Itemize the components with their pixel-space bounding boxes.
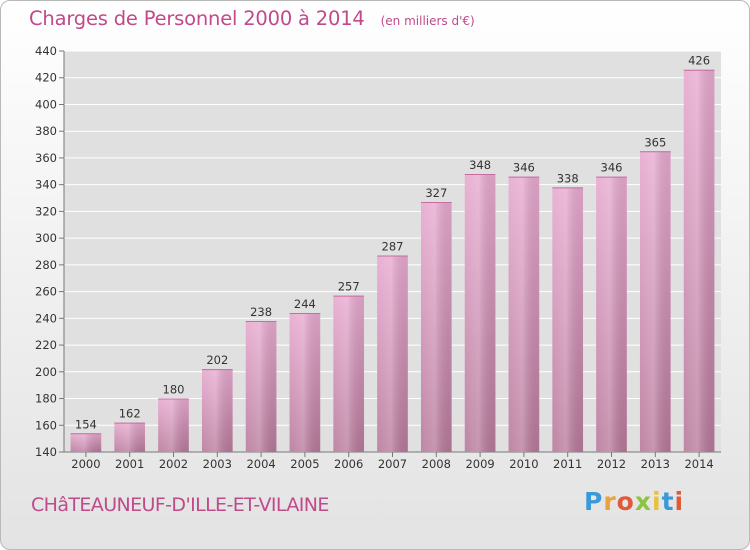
- bar-highlight: [508, 176, 540, 452]
- y-tick-label: 300: [35, 231, 57, 245]
- brand-letter: x: [634, 487, 652, 516]
- bar-highlight: [596, 176, 627, 452]
- data-label: 202: [206, 353, 228, 367]
- data-label: 346: [601, 161, 623, 175]
- y-tick-label: 240: [35, 311, 57, 325]
- bar-highlight: [289, 312, 321, 452]
- data-label: 244: [294, 297, 316, 311]
- y-tick-label: 380: [35, 124, 57, 138]
- y-tick-label: 160: [35, 418, 57, 432]
- data-label: 348: [469, 158, 491, 172]
- bar-highlight: [245, 321, 277, 452]
- brand-letter: o: [616, 487, 635, 516]
- x-tick-label: 2006: [334, 457, 363, 471]
- data-label: 238: [250, 305, 272, 319]
- x-tick-label: 2008: [422, 457, 451, 471]
- bar-highlight: [333, 295, 365, 452]
- data-label: 338: [557, 171, 579, 185]
- bar-highlight: [114, 422, 146, 452]
- brand-letter: i: [674, 487, 685, 516]
- data-label: 365: [644, 135, 666, 149]
- data-label: 162: [119, 407, 141, 421]
- data-label: 327: [425, 186, 447, 200]
- data-label: 287: [382, 240, 404, 254]
- brand-letter: i: [652, 487, 662, 516]
- y-tick-label: 260: [35, 285, 57, 299]
- x-tick-label: 2013: [641, 457, 670, 471]
- y-tick-label: 440: [35, 44, 57, 58]
- bar-highlight: [70, 433, 102, 452]
- chart-subtitle: (en milliers d'€): [380, 14, 475, 28]
- x-tick-label: 2004: [246, 457, 275, 471]
- bar-highlight: [377, 255, 408, 452]
- chart-title: Charges de Personnel 2000 à 2014: [29, 7, 365, 30]
- data-label: 154: [75, 417, 97, 431]
- chart-header: Charges de Personnel 2000 à 2014 (en mill…: [29, 7, 475, 30]
- bar-highlight: [420, 202, 452, 452]
- bar-highlight: [552, 187, 584, 452]
- y-tick-label: 420: [35, 71, 57, 85]
- location-name: CHâTEAUNEUF-D'ILLE-ET-VILAINE: [31, 494, 329, 516]
- x-tick-label: 2002: [159, 457, 188, 471]
- brand-letter: r: [603, 487, 617, 516]
- bar-highlight: [201, 369, 233, 452]
- data-label: 346: [513, 161, 535, 175]
- x-tick-label: 2005: [290, 457, 319, 471]
- y-tick-label: 200: [35, 365, 57, 379]
- data-label: 426: [688, 54, 710, 68]
- bar-highlight: [158, 398, 189, 452]
- y-tick-label: 220: [35, 338, 57, 352]
- bar-highlight: [464, 173, 496, 452]
- y-tick-label: 400: [35, 97, 57, 111]
- x-tick-label: 2014: [684, 457, 713, 471]
- y-tick-label: 340: [35, 178, 57, 192]
- y-tick-label: 280: [35, 258, 57, 272]
- x-tick-label: 2012: [597, 457, 626, 471]
- x-tick-label: 2007: [378, 457, 407, 471]
- x-tick-label: 2003: [203, 457, 232, 471]
- data-label: 180: [163, 383, 185, 397]
- y-tick-label: 140: [35, 445, 57, 459]
- x-tick-label: 2001: [115, 457, 144, 471]
- data-label: 257: [338, 280, 360, 294]
- y-tick-label: 360: [35, 151, 57, 165]
- brand-letter: P: [584, 487, 604, 516]
- brand-letter: t: [661, 487, 675, 516]
- y-tick-label: 320: [35, 204, 57, 218]
- proxiti-logo: Proxiti: [584, 487, 684, 516]
- x-tick-label: 2010: [509, 457, 538, 471]
- x-tick-label: 2011: [553, 457, 582, 471]
- bar-highlight: [683, 69, 715, 453]
- y-tick-label: 180: [35, 392, 57, 406]
- x-tick-label: 2000: [71, 457, 100, 471]
- bar-highlight: [639, 151, 671, 452]
- x-tick-label: 2009: [465, 457, 494, 471]
